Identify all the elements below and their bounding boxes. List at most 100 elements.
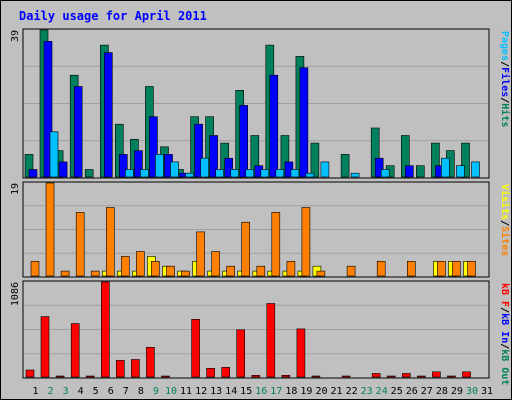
bar-sites-day-11	[181, 270, 190, 277]
x-tick-day-13: 13	[210, 386, 222, 397]
bar-kbytes-day-12	[191, 318, 200, 378]
bar-files-day-6	[104, 52, 113, 178]
bar-sites-day-1	[30, 260, 40, 277]
bar-sites-day-9	[151, 260, 160, 277]
x-tick-day-24: 24	[376, 386, 388, 397]
x-tick-day-31: 31	[481, 386, 493, 397]
bar-kbytes-day-14	[221, 367, 230, 378]
bar-sites-day-16	[256, 265, 266, 277]
bar-hits-day-22	[340, 154, 350, 178]
x-tick-day-17: 17	[270, 386, 282, 397]
bar-kbytes-day-6	[101, 281, 110, 378]
bar-kbytes-day-24	[371, 373, 381, 378]
x-tick-day-18: 18	[285, 386, 297, 397]
bar-pages-day-13	[215, 169, 224, 178]
bar-kbytes-day-9	[146, 346, 155, 378]
bar-files-day-15	[239, 105, 248, 178]
bar-pages-day-15	[245, 169, 254, 178]
bar-sites-day-10	[166, 265, 175, 277]
bar-sites-day-19	[301, 207, 311, 277]
bar-kbytes-day-16	[251, 374, 261, 378]
bar-files-day-3	[58, 161, 68, 178]
x-tick-day-25: 25	[391, 386, 403, 397]
bar-files-day-26	[404, 165, 414, 178]
bar-sites-day-17	[271, 212, 281, 277]
bar-kbytes-day-1	[25, 369, 35, 378]
x-tick-day-26: 26	[406, 386, 418, 397]
bar-sites-day-7	[121, 256, 130, 277]
bar-kbytes-day-17	[266, 303, 276, 378]
x-tick-day-20: 20	[315, 386, 327, 397]
bar-pages-day-29	[456, 165, 465, 178]
legend-label: /	[499, 61, 510, 67]
bar-sites-day-4	[75, 212, 85, 277]
bar-kbytes-day-25	[386, 375, 396, 378]
bar-sites-day-29	[452, 260, 461, 277]
bar-pages-day-9	[155, 154, 164, 178]
bar-files-day-4	[73, 86, 83, 178]
chart-title: Daily usage for April 2011	[19, 9, 207, 23]
x-tick-day-28: 28	[436, 386, 448, 397]
bar-files-day-13	[209, 135, 218, 178]
bar-sites-day-15	[241, 221, 250, 277]
x-tick-day-15: 15	[240, 386, 252, 397]
bar-hits-day-27	[415, 165, 425, 178]
legend-label: /	[499, 220, 510, 226]
bar-sites-day-24	[376, 260, 386, 277]
bar-files-day-7	[119, 154, 128, 178]
x-tick-day-29: 29	[451, 386, 463, 397]
bar-pages-day-12	[200, 157, 209, 178]
bar-hits-day-30	[461, 142, 470, 178]
x-tick-day-5: 5	[93, 386, 99, 397]
x-tick-day-4: 4	[78, 386, 84, 397]
bar-pages-day-28	[441, 157, 450, 178]
bar-sites-day-8	[136, 251, 145, 277]
y-max-label-middle: 19	[10, 183, 21, 195]
bar-pages-day-7	[125, 169, 134, 178]
bar-kbytes-day-19	[296, 328, 306, 378]
bar-files-day-9	[149, 116, 158, 178]
bar-files-day-14	[224, 157, 233, 178]
bar-pages-day-16	[260, 169, 270, 178]
bar-sites-day-28	[437, 260, 446, 277]
bar-sites-day-26	[406, 260, 416, 277]
bar-files-day-12	[194, 123, 203, 178]
x-tick-day-19: 19	[300, 386, 312, 397]
legend-label: /	[499, 97, 510, 103]
bar-pages-day-20	[320, 161, 330, 178]
bar-kbytes-day-18	[281, 374, 291, 378]
bar-sites-day-14	[226, 265, 235, 277]
bar-pages-day-10	[170, 161, 179, 178]
legend-label: /	[499, 307, 510, 313]
bar-pages-day-22	[350, 172, 360, 178]
bar-pages-day-24	[380, 169, 390, 178]
bar-files-day-1	[28, 169, 38, 178]
y-max-label-bottom: 1086	[10, 282, 21, 306]
bar-sites-day-13	[211, 251, 220, 277]
bar-pages-day-30	[471, 161, 480, 178]
bar-sites-day-18	[286, 260, 296, 277]
x-tick-day-22: 22	[346, 386, 358, 397]
bar-sites-day-2	[45, 182, 55, 277]
bar-kbytes-day-3	[55, 375, 65, 378]
legend-label: kB Out	[499, 349, 510, 385]
bar-kbytes-day-2	[40, 316, 50, 378]
bar-pages-day-19	[305, 172, 315, 178]
x-tick-day-23: 23	[361, 386, 373, 397]
x-tick-day-16: 16	[255, 386, 267, 397]
bar-pages-day-8	[140, 169, 149, 178]
bar-pages-day-17	[275, 169, 285, 178]
x-tick-day-30: 30	[466, 386, 478, 397]
x-tick-day-7: 7	[123, 386, 129, 397]
x-tick-day-14: 14	[225, 386, 237, 397]
legend-label: Sites	[499, 226, 511, 256]
bar-kbytes-day-10	[161, 375, 170, 378]
legend-label: kB In	[499, 313, 510, 343]
legend-label: Hits	[499, 103, 511, 127]
bar-sites-day-6	[106, 207, 115, 277]
bar-pages-day-14	[230, 169, 239, 178]
bar-kbytes-day-28	[432, 371, 441, 378]
bar-kbytes-day-5	[85, 375, 95, 378]
